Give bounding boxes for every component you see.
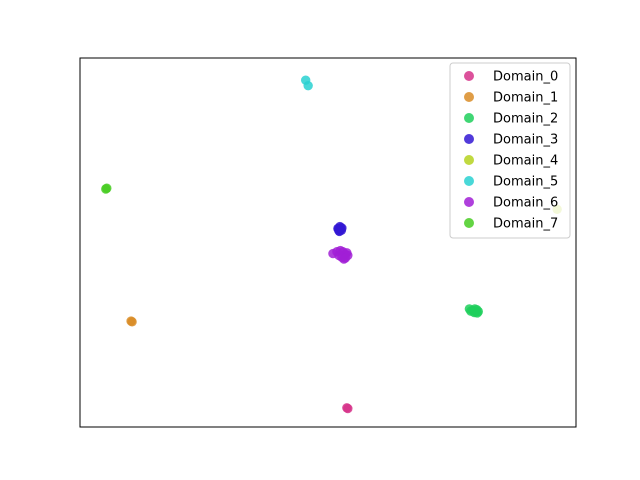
data-point (472, 308, 482, 318)
legend-marker (464, 218, 474, 228)
legend-box (449, 62, 571, 239)
data-point (102, 183, 112, 193)
series-domain-7 (101, 183, 112, 194)
series-domain-2 (464, 304, 483, 318)
data-point (336, 223, 346, 233)
legend-label: Domain_5 (493, 175, 558, 190)
legend-label: Domain_4 (493, 154, 558, 169)
series-domain-0 (342, 403, 353, 414)
legend-label: Domain_3 (493, 133, 558, 148)
points-layer (101, 75, 562, 414)
plot-frame (79, 57, 577, 428)
data-point (303, 80, 313, 91)
legend-marker (464, 155, 474, 165)
legend-marker (464, 134, 474, 144)
series-domain-6 (328, 245, 353, 264)
data-point (342, 403, 352, 413)
legend-marker (464, 176, 474, 186)
legend-label: Domain_2 (493, 112, 558, 127)
series-domain-5 (300, 75, 313, 91)
legend-marker (464, 71, 474, 81)
series-domain-3 (333, 221, 347, 237)
data-point (340, 253, 351, 263)
legend: Domain_0 Domain_1 Domain_2 Domain_3 Domain_4… (449, 62, 571, 239)
legend-label: Domain_7 (493, 217, 558, 232)
legend-marker (464, 197, 474, 207)
legend-marker (464, 113, 474, 123)
series-domain-1 (126, 316, 137, 327)
legend-label: Domain_1 (493, 91, 558, 106)
legend-label: Domain_0 (493, 70, 558, 85)
legend-label: Domain_6 (493, 196, 558, 211)
data-point (126, 316, 136, 326)
legend-items: Domain_0 Domain_1 Domain_2 Domain_3 Domain_4… (464, 70, 558, 232)
legend-marker (464, 92, 474, 102)
